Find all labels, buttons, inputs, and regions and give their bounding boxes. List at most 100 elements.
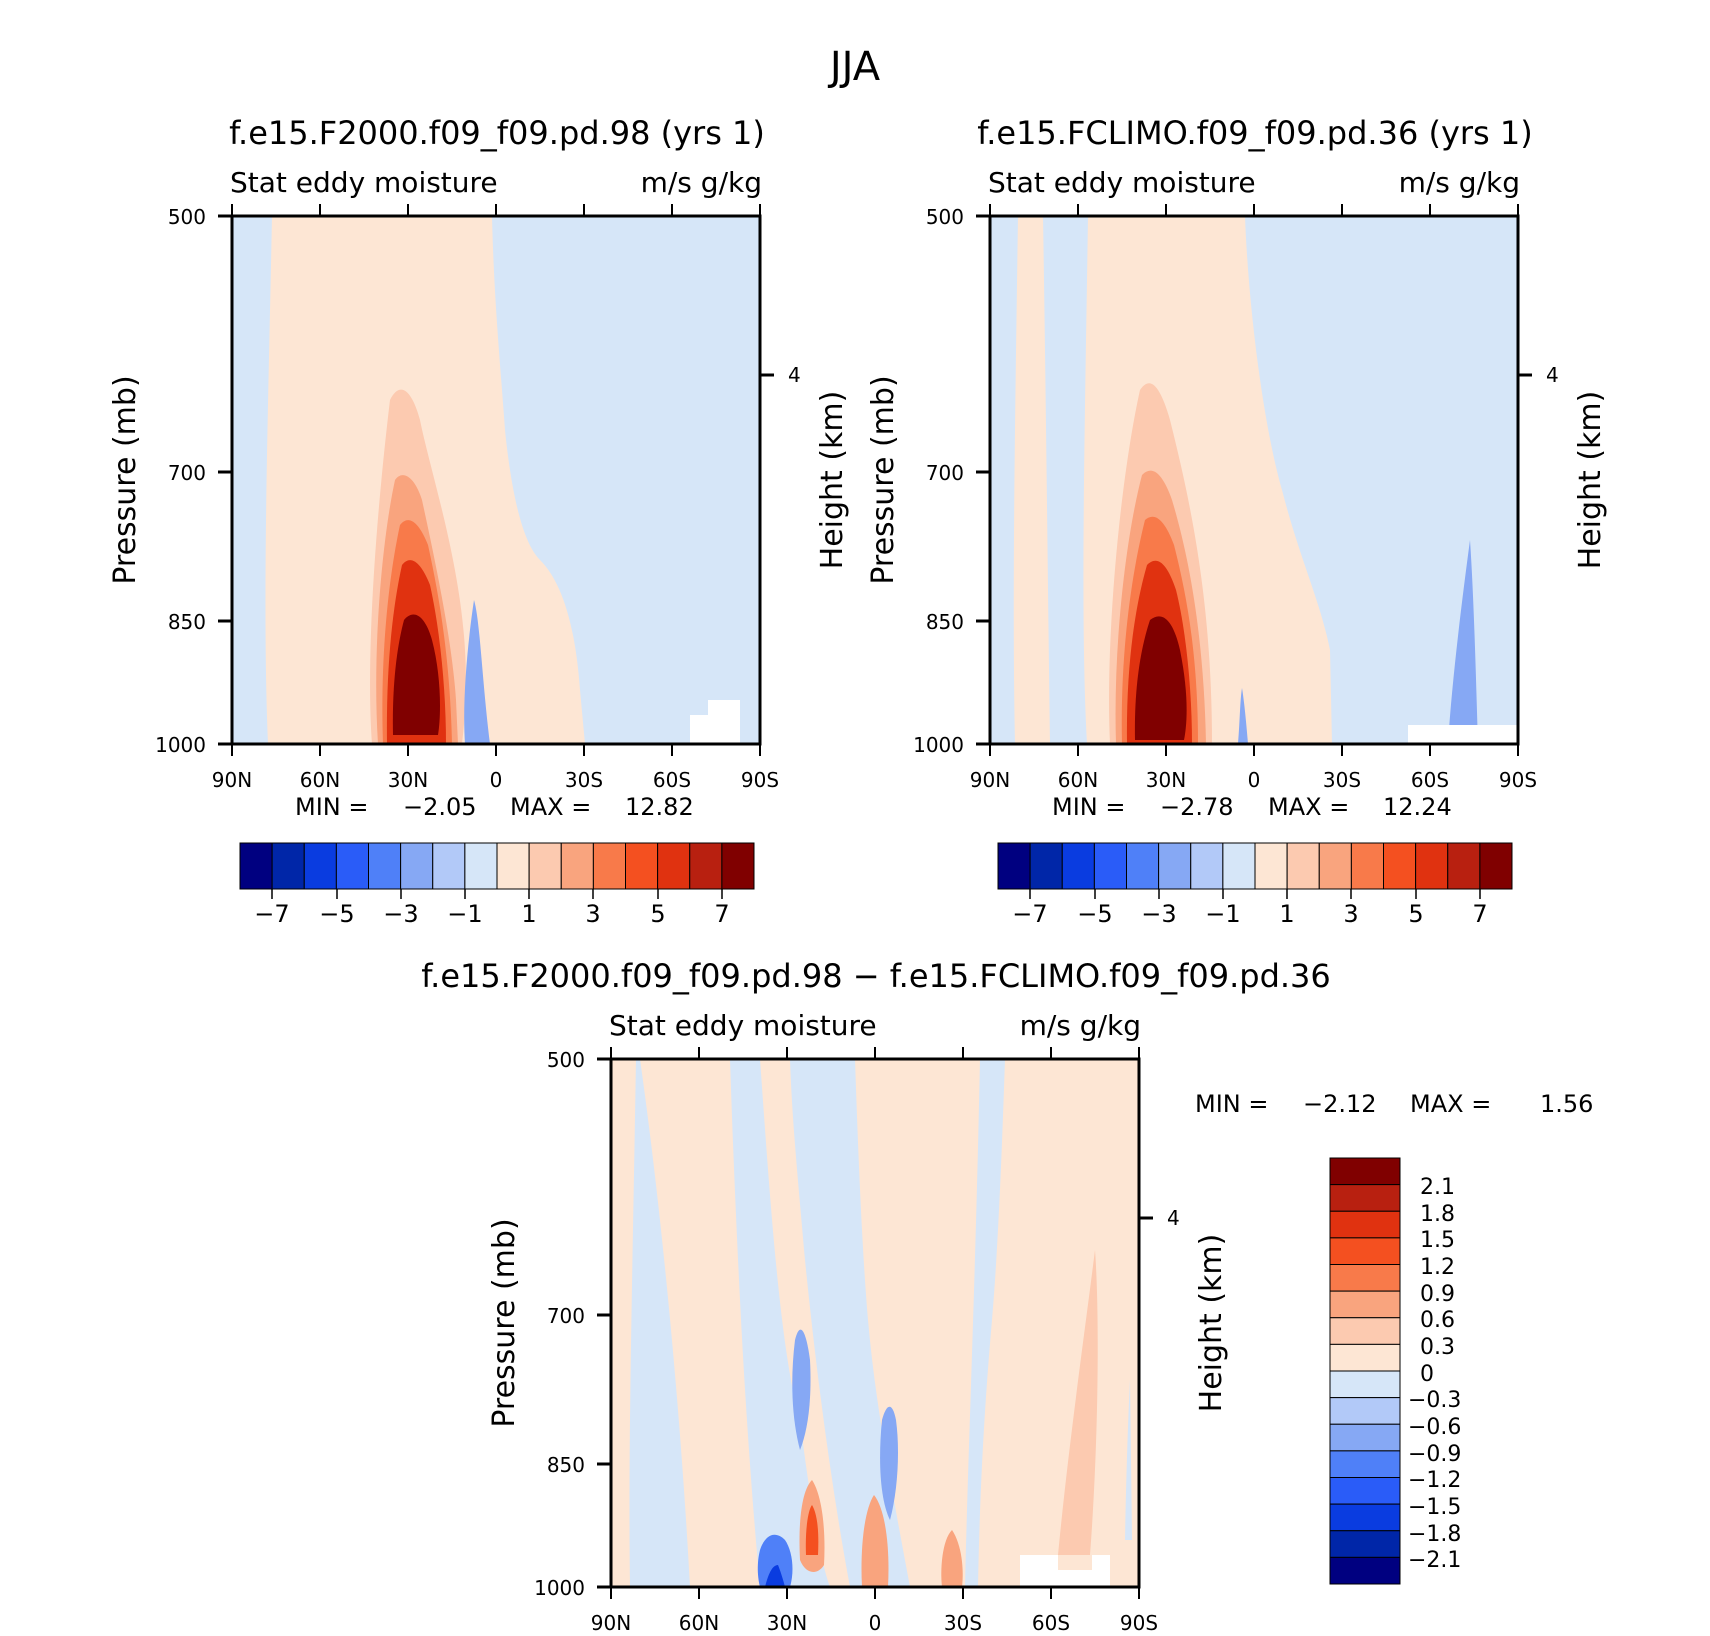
panel-1-colorbar-label: −5: [319, 900, 354, 928]
panel-3-colorbar-swatch: [1329, 1556, 1401, 1585]
panel-1-colorbar-label: 3: [585, 900, 600, 928]
panel-1-colorbar-label: −1: [447, 900, 482, 928]
panel-2-colorbar-swatch: [1318, 842, 1352, 890]
panel-3-colorbar-swatch: [1329, 1264, 1401, 1292]
panel-2-colorbar-swatch: [1222, 842, 1256, 890]
panel-3-subtitle-left: Stat eddy moisture: [609, 1009, 877, 1042]
panel-1-colorbar-label: 7: [714, 900, 729, 928]
panel-3-colorbar-label: −2.1: [1408, 1548, 1461, 1573]
panel-2-max-value: 12.24: [1383, 793, 1452, 821]
panel-2-colorbar-swatch: [1286, 842, 1320, 890]
panel-1-x-tick-label: 30N: [388, 768, 428, 792]
panel-3-colorbar-swatch: [1329, 1477, 1401, 1505]
panel-1-colorbar-label: 5: [650, 900, 665, 928]
panel-3-colorbar-label: −1.8: [1408, 1522, 1461, 1547]
panel-3-colorbar-swatch: [1329, 1210, 1401, 1239]
panel-3-y-axis: 500 700 850 1000 Pressure (mb): [487, 1048, 611, 1600]
panel-2-x-tick-label: 60N: [1058, 768, 1098, 792]
panel-1-y-axis-label: Pressure (mb): [108, 375, 143, 584]
panel-2-colorbar-swatch: [1190, 842, 1224, 890]
panel-2-y-tick-label: 850: [926, 610, 964, 634]
panel-3-colorbar-label: −0.3: [1408, 1388, 1461, 1413]
panel-1-x-axis: 90N 60N 30N 0 30S 60S 90S: [212, 204, 779, 792]
panel-3-colorbar-label: 2.1: [1420, 1175, 1455, 1200]
panel-1-y-tick-label: 700: [168, 461, 206, 485]
panel-3-colorbar-swatch: [1329, 1503, 1401, 1532]
panel-2-y-axis: 500 700 850 1000 Pressure (mb): [866, 205, 990, 757]
panel-2-colorbar-label: 1: [1279, 900, 1294, 928]
panel-1-colorbar-swatch: [400, 842, 434, 890]
panel-1-colorbar-swatch: [689, 842, 723, 890]
panel-3-x-tick-label: 90S: [1120, 1611, 1158, 1635]
panel-3-plot-area: [609, 1057, 1141, 1589]
panel-3-colorbar-label: 0: [1420, 1362, 1434, 1387]
panel-3-colorbar-label: −0.9: [1408, 1442, 1461, 1467]
panel-2-stats: MIN = −2.78 MAX = 12.24: [1052, 793, 1452, 821]
panel-2-plot-area: [988, 214, 1520, 746]
panel-2-y2-tick-label: 4: [1546, 363, 1559, 387]
panel-2-colorbar-swatch: [1093, 842, 1127, 890]
panel-2-colorbar-label: −7: [1012, 900, 1047, 928]
panel-1-x-tick-label: 60S: [653, 768, 691, 792]
panel-3-colorbar-label: 0.6: [1420, 1308, 1455, 1333]
panel-1-colorbar-swatch: [271, 842, 305, 890]
panel-1-colorbar-swatch: [303, 842, 337, 890]
panel-2-subtitle-right: m/s g/kg: [1399, 166, 1520, 199]
panel-1-subtitle-right: m/s g/kg: [641, 166, 762, 199]
panel-2-y-axis-label: Pressure (mb): [866, 375, 901, 584]
panel-3-colorbar-label: 0.3: [1420, 1335, 1455, 1360]
panel-2-y-tick-label: 500: [926, 205, 964, 229]
panel-2-y-tick-label: 700: [926, 461, 964, 485]
panel-1-y-tick-label: 500: [168, 205, 206, 229]
panel-3-colorbar-swatch: [1329, 1370, 1401, 1399]
panel-1-y-tick-label: 1000: [155, 733, 206, 757]
panel-2-colorbar-label: −3: [1141, 900, 1176, 928]
panel-2-colorbar: −7 −5 −3 −1 1 3 5 7: [997, 842, 1513, 928]
panel-2-x-axis: 90N 60N 30N 0 30S 60S 90S: [970, 204, 1537, 792]
panel-2-colorbar-swatch: [1126, 842, 1160, 890]
panel-2-colorbar-swatch: [1061, 842, 1095, 890]
panel-2-colorbar-label: −1: [1205, 900, 1240, 928]
panel-1-y-axis: 500 700 850 1000 Pressure (mb): [108, 205, 232, 757]
panel-1-colorbar-swatch: [464, 842, 498, 890]
panel-2-colorbar-swatch: [1350, 842, 1384, 890]
panel-1-stats: MIN = −2.05 MAX = 12.82: [295, 793, 694, 821]
panel-3-y-axis-label: Pressure (mb): [487, 1218, 522, 1427]
panel-3-colorbar-swatch: [1329, 1157, 1401, 1186]
panel-2-colorbar-swatch: [1254, 842, 1288, 890]
panel-2-x-tick-label: 0: [1248, 768, 1261, 792]
panel-2-colorbar-label: 5: [1408, 900, 1423, 928]
panel-2-colorbar-label: 7: [1472, 900, 1487, 928]
figure-title: JJA: [827, 44, 881, 90]
panel-3-colorbar-label: −0.6: [1408, 1415, 1461, 1440]
panel-1-colorbar-swatch: [528, 842, 562, 890]
panel-2-colorbar-swatch: [997, 842, 1031, 890]
panel-2-subtitle-left: Stat eddy moisture: [988, 166, 1256, 199]
panel-1-colorbar-swatch: [335, 842, 369, 890]
panel-3-colorbar-swatch: [1329, 1290, 1401, 1319]
panel-3-title: f.e15.F2000.f09_f09.pd.98 − f.e15.FCLIMO…: [421, 957, 1331, 995]
panel-3: f.e15.F2000.f09_f09.pd.98 − f.e15.FCLIMO…: [421, 957, 1593, 1635]
panel-1-y-tick-label: 850: [168, 610, 206, 634]
panel-1-subtitle-left: Stat eddy moisture: [230, 166, 498, 199]
panel-1-colorbar-swatch: [368, 842, 402, 890]
panel-1-colorbar-swatch: [239, 842, 273, 890]
panel-3-colorbar-label: 1.8: [1420, 1202, 1455, 1227]
panel-2-x-tick-label: 60S: [1411, 768, 1449, 792]
panel-3-x-tick-label: 30S: [944, 1611, 982, 1635]
panel-1: f.e15.F2000.f09_f09.pd.98 (yrs 1) Stat e…: [108, 114, 850, 928]
panel-1-x-tick-label: 90N: [212, 768, 252, 792]
panel-3-x-tick-label: 60S: [1032, 1611, 1070, 1635]
panel-1-x-tick-label: 0: [490, 768, 503, 792]
panel-1-max-label: MAX =: [510, 793, 591, 821]
panel-3-colorbar-label: 1.2: [1420, 1255, 1455, 1280]
panel-3-colorbar: 2.1 1.8 1.5 1.2 0.9 0.6 0.3 0 −0.3 −0.6 …: [1329, 1157, 1461, 1585]
panel-2-y2-axis: 4 Height (km): [1518, 363, 1608, 569]
panel-3-min-label: MIN =: [1195, 1090, 1268, 1118]
panel-3-colorbar-swatch: [1329, 1530, 1401, 1558]
panel-2-colorbar-swatch: [1447, 842, 1481, 890]
panel-2-min-label: MIN =: [1052, 793, 1125, 821]
panel-1-min-value: −2.05: [403, 793, 477, 821]
panel-2-colorbar-label: 3: [1343, 900, 1358, 928]
panel-2-colorbar-swatch: [1415, 842, 1449, 890]
